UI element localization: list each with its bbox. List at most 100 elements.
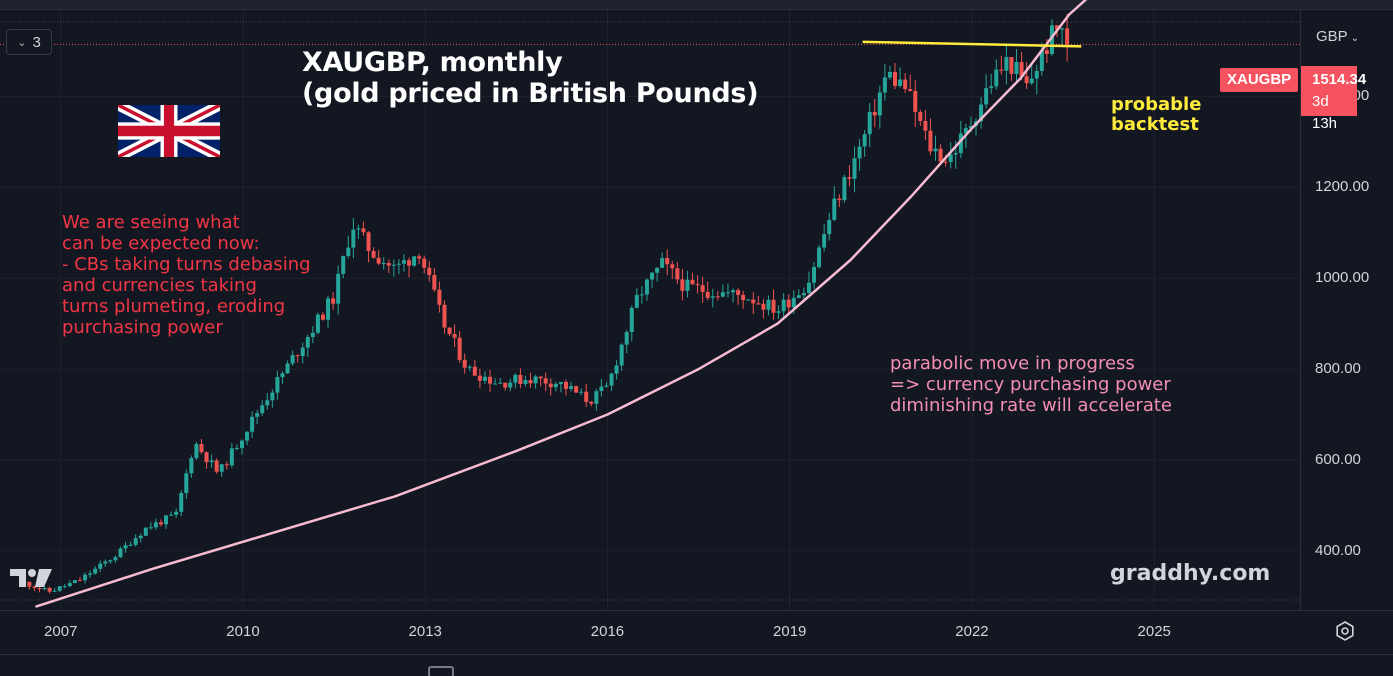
candle-body <box>639 294 644 296</box>
candle-body <box>761 303 766 310</box>
candle-body <box>47 588 52 592</box>
candle-body <box>644 279 649 295</box>
candle-body <box>88 573 93 575</box>
candle-body <box>366 232 371 251</box>
time-axis[interactable] <box>0 610 1393 654</box>
candle-body <box>563 381 568 389</box>
candle-body <box>315 314 320 333</box>
candle-body <box>148 527 153 529</box>
y-tick-label: 400.00 <box>1315 541 1361 559</box>
candle-body <box>528 380 533 384</box>
candle-body <box>310 332 315 338</box>
candle-body <box>245 431 250 441</box>
candle-body <box>533 376 538 384</box>
calendar-icon[interactable] <box>428 666 454 676</box>
candle-body <box>553 383 558 388</box>
candle-body <box>852 158 857 179</box>
candles-group <box>22 13 1070 594</box>
y-tick-label: 600.00 <box>1315 451 1361 468</box>
resistance-line <box>862 40 1082 48</box>
candle-body <box>731 290 736 293</box>
candle-body <box>27 581 32 587</box>
candle-body <box>1055 25 1060 30</box>
candle-body <box>887 72 892 78</box>
candle-body <box>285 363 290 374</box>
candle-body <box>948 154 953 163</box>
candle-body <box>756 303 761 305</box>
x-tick-label: 2019 <box>773 623 807 640</box>
candle-body <box>250 416 255 432</box>
candle-body <box>123 545 128 549</box>
candle-body <box>300 347 305 357</box>
candle-body <box>923 120 928 131</box>
candle-body <box>508 382 513 388</box>
candle-body <box>37 588 42 590</box>
candle-body <box>442 304 447 328</box>
candle-body <box>184 473 189 494</box>
candle-body <box>336 273 341 304</box>
candle-body <box>1004 57 1009 71</box>
candle-body <box>401 260 406 264</box>
yellow-annotation: probable backtest <box>1111 94 1202 135</box>
candle-body <box>108 560 113 562</box>
candle-body <box>867 111 872 135</box>
watermark: graddhy.com <box>1110 561 1271 586</box>
candle-body <box>705 291 710 298</box>
candle-body <box>158 522 163 525</box>
candle-body <box>751 299 756 304</box>
indicator-count: 3 <box>32 33 41 51</box>
currency-selector[interactable]: GBP ⌄ <box>1316 28 1359 45</box>
price-axis[interactable] <box>1300 10 1393 610</box>
y-tick-label: 1200.00 <box>1315 178 1370 196</box>
symbol-price-label: XAUGBP <box>1220 68 1299 92</box>
indicators-toggle-button[interactable]: ⌄ 3 <box>6 29 52 55</box>
candle-body <box>391 264 396 266</box>
candle-body <box>624 332 629 345</box>
candle-body <box>224 464 229 466</box>
candle-body <box>1014 62 1019 74</box>
candle-body <box>1034 70 1039 79</box>
candle-body <box>801 293 806 296</box>
candle-body <box>239 440 244 448</box>
candle-body <box>118 548 123 558</box>
candle-body <box>847 177 852 179</box>
candle-body <box>650 272 655 280</box>
candle-body <box>776 311 781 313</box>
chart-grid <box>0 10 1300 610</box>
candle-body <box>422 258 427 268</box>
candle-body <box>523 380 528 384</box>
candle-body <box>984 88 989 105</box>
candle-body <box>898 79 903 86</box>
candle-body <box>57 586 62 591</box>
candle-body <box>791 297 796 308</box>
y-tick-label: 1000.00 <box>1315 269 1370 287</box>
candle-body <box>467 366 472 368</box>
candle-body <box>1029 78 1034 84</box>
bottom-toolbar <box>0 654 1393 676</box>
x-tick-label: 2025 <box>1137 623 1171 640</box>
candle-body <box>736 290 741 295</box>
candle-body <box>204 452 209 463</box>
candle-body <box>229 448 234 466</box>
candle-body <box>670 264 675 269</box>
candle-body <box>589 401 594 404</box>
candle-body <box>331 298 336 304</box>
candle-body <box>493 383 498 385</box>
candle-body <box>558 381 563 384</box>
candle-body <box>437 289 442 305</box>
settings-icon[interactable] <box>1334 620 1356 642</box>
candle-body <box>953 153 958 155</box>
candle-body <box>52 590 57 592</box>
candle-body <box>933 148 938 152</box>
candle-body <box>963 128 968 134</box>
candle-body <box>138 535 143 539</box>
candle-body <box>386 262 391 266</box>
tradingview-logo[interactable] <box>8 566 54 590</box>
candle-body <box>609 373 614 386</box>
candle-body <box>98 563 103 569</box>
bar-countdown: 3d 13h <box>1312 93 1338 132</box>
candle-body <box>1049 25 1054 54</box>
candle-body <box>908 89 913 91</box>
candle-body <box>417 256 422 259</box>
